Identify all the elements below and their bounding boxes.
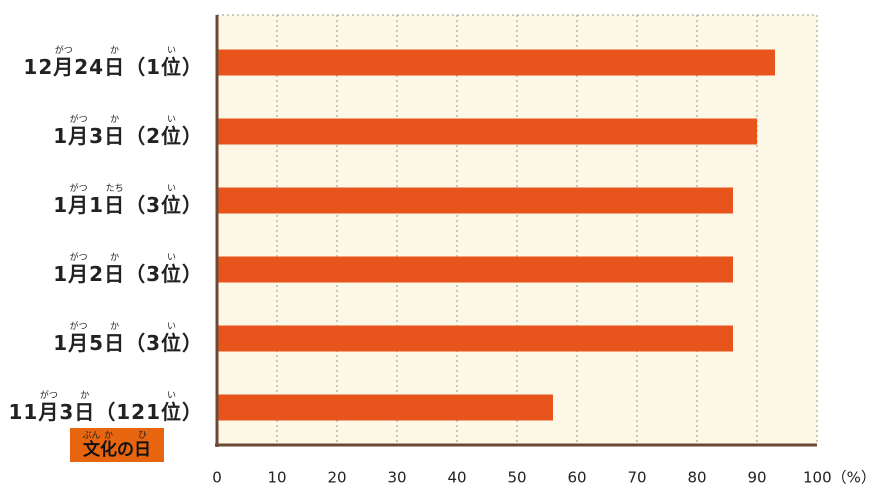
x-tick-label: 40 xyxy=(447,469,466,487)
x-tick-label: 20 xyxy=(327,469,346,487)
bar xyxy=(217,256,733,283)
furigana: か xyxy=(110,45,120,56)
bar xyxy=(217,325,733,352)
furigana: か xyxy=(110,321,120,332)
category-label: 12月24日（1位） xyxy=(23,54,203,79)
furigana: がつ xyxy=(54,45,73,56)
badge-text: 文化の日 xyxy=(83,440,151,460)
furigana: い xyxy=(166,114,176,125)
furigana: ぶん xyxy=(82,431,101,441)
x-tick-label: 70 xyxy=(627,469,646,487)
furigana: い xyxy=(166,390,176,401)
x-tick-label: 60 xyxy=(567,469,586,487)
x-tick-label: 80 xyxy=(687,469,706,487)
category-label: 11月3日（121位） xyxy=(8,399,203,424)
category-label: 1月3日（2位） xyxy=(53,123,203,148)
furigana: か xyxy=(110,114,120,125)
furigana: か xyxy=(110,252,120,263)
furigana: い xyxy=(166,252,176,263)
x-tick-label: 50 xyxy=(507,469,526,487)
furigana: がつ xyxy=(69,183,88,194)
bar xyxy=(217,118,757,145)
furigana: がつ xyxy=(39,390,58,401)
x-tick-label: 10 xyxy=(267,469,286,487)
furigana: い xyxy=(166,45,176,56)
category-label: 1月5日（3位） xyxy=(53,330,203,355)
x-tick-label: 90 xyxy=(747,469,766,487)
x-tick-label: 100（%） xyxy=(803,469,876,487)
furigana: い xyxy=(166,183,176,194)
furigana: たち xyxy=(105,183,124,194)
furigana: か xyxy=(103,431,113,441)
bar xyxy=(217,394,553,421)
furigana: い xyxy=(166,321,176,332)
bar xyxy=(217,187,733,214)
furigana: がつ xyxy=(69,321,88,332)
furigana: がつ xyxy=(69,114,88,125)
category-label: 1月2日（3位） xyxy=(53,261,203,286)
category-label: 1月1日（3位） xyxy=(53,192,203,217)
furigana: か xyxy=(80,390,90,401)
badge: 文化の日 xyxy=(70,428,164,462)
bar xyxy=(217,49,775,76)
x-tick-label: 0 xyxy=(212,469,222,487)
x-tick-label: 30 xyxy=(387,469,406,487)
furigana: ひ xyxy=(137,431,147,441)
furigana: がつ xyxy=(69,252,88,263)
